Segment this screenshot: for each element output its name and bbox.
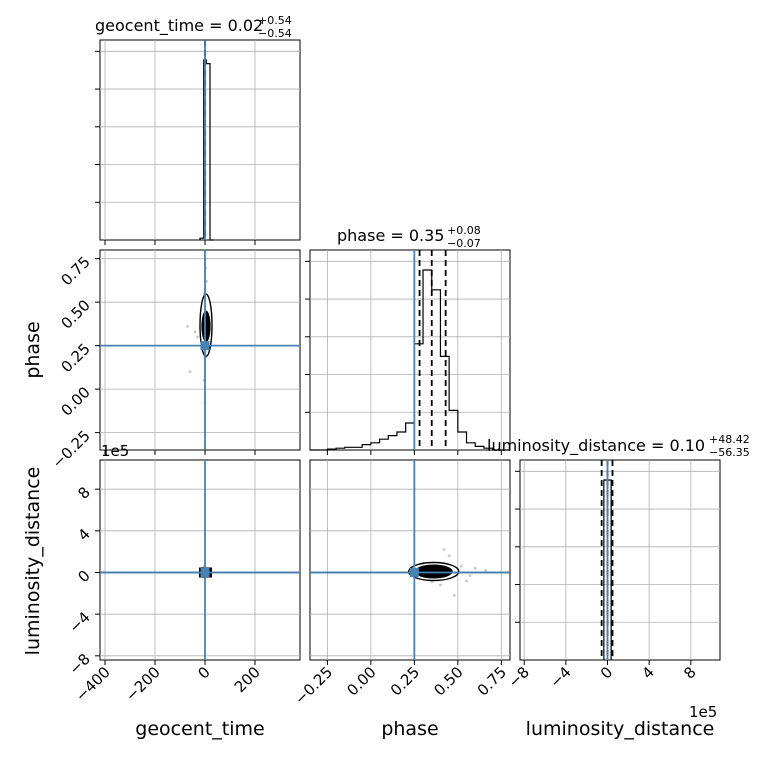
y-tick-label: 0: [74, 567, 93, 586]
y-tick-label: 8: [74, 483, 93, 502]
scatter-point: [459, 564, 463, 568]
x-tick-label: −200: [122, 663, 164, 705]
scatter-distance-phase: [310, 460, 510, 660]
x-tick-label: 0: [597, 663, 616, 682]
xlabel-luminosity-distance: luminosity_distance: [526, 718, 715, 740]
panel-distance-vs-geocent-time: [99, 459, 301, 661]
y-tick-label: 0.75: [57, 253, 93, 289]
scatter-point: [188, 370, 192, 374]
title-geocent-time-plus: +0.54: [258, 14, 292, 27]
y-tick-label: 0.25: [57, 340, 93, 376]
x-tick-label: 0.00: [343, 663, 379, 699]
panel-phase-vs-geocent-time: [99, 249, 301, 451]
xlabel-phase: phase: [381, 718, 438, 740]
x-tick-label: 0.75: [474, 663, 510, 699]
x-tick-label: −0.25: [291, 663, 336, 708]
ylabel-luminosity-distance: luminosity_distance: [22, 467, 44, 656]
panel-frame: [99, 249, 301, 451]
scatter-phase-geocent-time: [100, 250, 300, 450]
x-tick-label: −4: [546, 663, 574, 691]
scatter-point: [439, 583, 442, 587]
histogram-step: [310, 269, 510, 451]
y-tick-label: 4: [74, 525, 93, 544]
panel-hist-phase: [309, 249, 511, 451]
offset-label-y: 1e5: [101, 442, 129, 460]
panel-frame: [309, 459, 511, 661]
scatter-point: [473, 566, 477, 570]
panel-frame: [99, 39, 301, 241]
y-tick-label: −0.25: [49, 427, 94, 472]
scatter-point: [447, 554, 451, 558]
scatter-point: [186, 325, 189, 328]
scatter-point: [468, 574, 472, 578]
scatter-distance-geocent-time: [100, 460, 300, 660]
title-phase-minus: −0.07: [447, 237, 481, 250]
offset-label-x: 1e5: [689, 703, 717, 721]
scatter-point: [193, 330, 197, 334]
truth-marker: [200, 341, 210, 351]
truth-marker: [409, 568, 419, 577]
x-tick-label: 8: [680, 663, 699, 682]
y-tick-label: 0.50: [57, 296, 93, 332]
panel-frame: [309, 249, 511, 451]
x-tick-label: 0.25: [387, 663, 423, 699]
contour-1sigma: [414, 564, 453, 579]
hist-phase-content: [310, 250, 510, 451]
x-tick-label: 200: [231, 663, 264, 696]
contour-1sigma: [201, 310, 211, 342]
x-tick-label: 0: [194, 663, 213, 682]
hist-distance-content: [520, 460, 720, 660]
y-tick-label: 0.00: [57, 383, 93, 419]
x-tick-label: 4: [639, 663, 658, 682]
scatter-point: [442, 548, 446, 551]
scatter-point: [465, 579, 468, 583]
scatter-point: [196, 335, 199, 339]
x-tick-label: −8: [505, 663, 533, 691]
title-phase: phase = 0.35: [337, 226, 444, 245]
y-tick-label: −4: [65, 608, 93, 636]
panel-hist-distance: [519, 459, 721, 661]
title-distance-minus: −56.35: [709, 446, 750, 459]
panel-distance-vs-phase: [309, 459, 511, 661]
scatter-point: [484, 569, 488, 572]
tick-labels: −400 −200 0 200 −0.25 0.00 0.25 0.50 0.75−8 −4 0 4 8…: [49, 50, 700, 708]
title-geocent-time: geocent_time = 0.02: [95, 16, 263, 36]
hist-geocent-time-content: [100, 40, 300, 241]
title-distance-plus: +48.42: [709, 433, 750, 446]
panel-frame: [519, 459, 721, 661]
histogram-step: [199, 59, 214, 241]
panel-hist-geocent-time: [99, 39, 301, 241]
x-tick-label: 0.50: [430, 663, 466, 699]
ylabel-phase: phase: [22, 321, 44, 378]
truth-marker: [200, 568, 210, 577]
title-luminosity-distance: luminosity_distance = 0.10: [487, 436, 705, 456]
panel-frame: [99, 459, 301, 661]
title-geocent-time-minus: −0.54: [258, 27, 292, 40]
xlabel-geocent-time: geocent_time: [135, 718, 264, 740]
scatter-point: [452, 594, 456, 597]
title-phase-plus: +0.08: [447, 224, 481, 237]
contour-2sigma: [408, 561, 460, 582]
